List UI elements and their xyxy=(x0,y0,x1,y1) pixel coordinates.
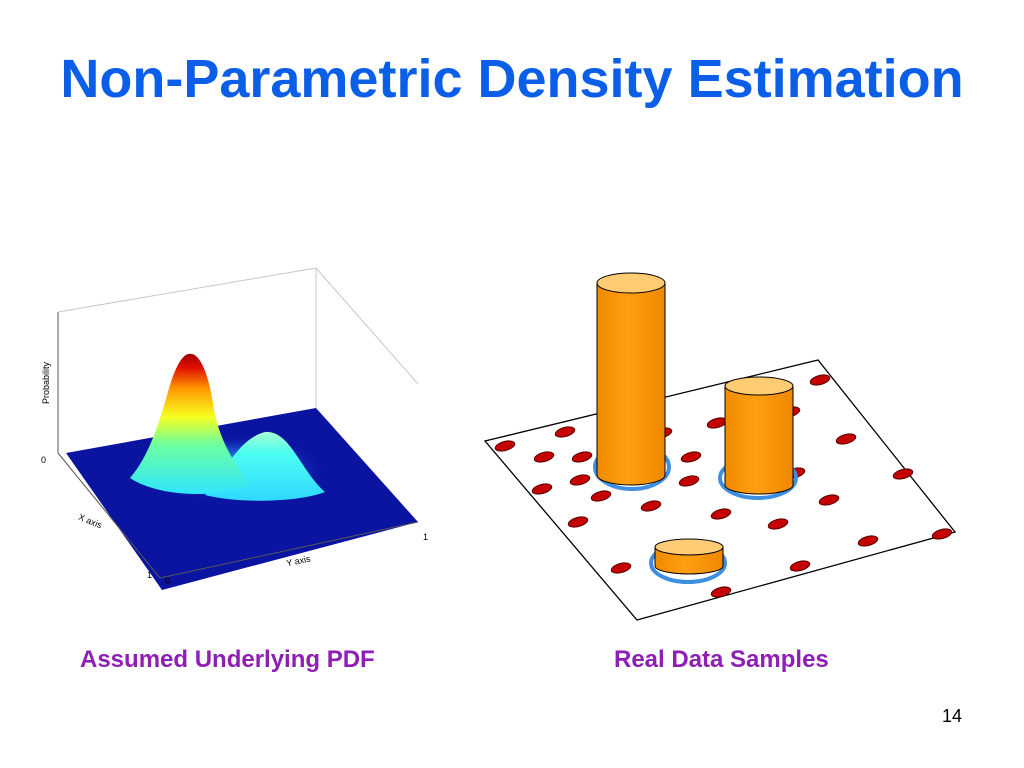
sample-dot xyxy=(710,586,732,598)
right-caption: Real Data Samples xyxy=(614,646,829,673)
sample-dot xyxy=(809,374,831,386)
sample-dot xyxy=(767,518,789,530)
sample-dot xyxy=(554,426,576,438)
sample-dot xyxy=(531,483,553,495)
sample-dot xyxy=(789,560,811,572)
pdf-surface-plot: Probability 0 X axis 1 0 Y axis 1 xyxy=(41,267,428,590)
sample-dot xyxy=(640,500,662,512)
z-axis-label: Probability xyxy=(41,361,51,404)
sample-dot xyxy=(567,516,589,528)
sample-dot xyxy=(931,528,953,540)
sample-dot xyxy=(678,475,700,487)
sample-dot xyxy=(569,474,591,486)
sample-dot xyxy=(571,451,593,463)
x-axis-label: X axis xyxy=(77,512,104,531)
pdf-main-peak xyxy=(130,353,250,495)
density-cylinder-short xyxy=(654,538,724,575)
x-axis-tick-one: 1 xyxy=(147,570,152,580)
sample-dot xyxy=(494,440,516,452)
left-caption: Assumed Underlying PDF xyxy=(80,646,375,673)
sample-dot xyxy=(857,535,879,547)
sample-dots xyxy=(494,374,953,598)
page-number: 14 xyxy=(942,706,963,726)
density-cylinder-medium xyxy=(724,376,794,495)
sample-plane xyxy=(483,359,957,621)
sample-dot xyxy=(680,451,702,463)
data-samples-diagram xyxy=(483,272,957,621)
sample-dot xyxy=(835,433,857,445)
sample-dot xyxy=(533,451,555,463)
sample-dot xyxy=(710,508,732,520)
z-axis-tick-zero: 0 xyxy=(41,455,46,465)
sample-dot xyxy=(892,468,914,480)
sample-dot xyxy=(610,562,632,574)
origin-tick-zero: 0 xyxy=(165,576,170,586)
y-axis-tick-one: 1 xyxy=(423,532,428,542)
slide-title: Non-Parametric Density Estimation xyxy=(60,49,964,109)
plot-axes xyxy=(57,312,419,579)
sample-dot xyxy=(590,490,612,502)
density-cylinder-tall xyxy=(596,272,666,486)
sample-dot xyxy=(818,494,840,506)
